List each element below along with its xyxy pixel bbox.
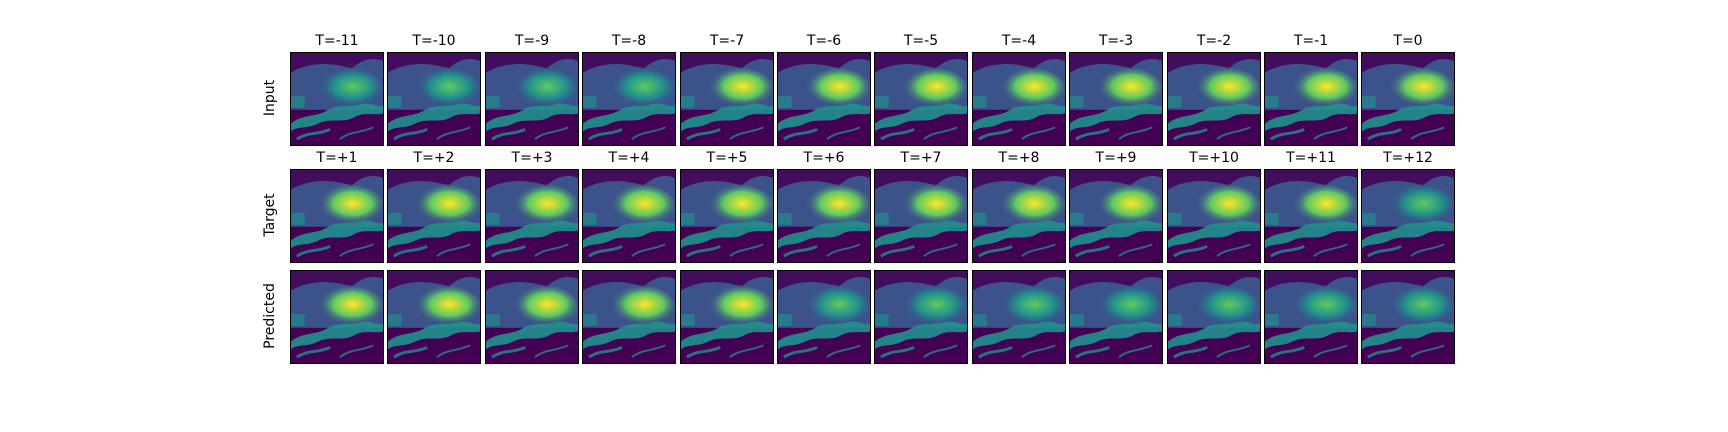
heatmap-tile	[1264, 169, 1358, 263]
heatmap-tile	[387, 52, 481, 146]
heatmap-tile	[1167, 270, 1261, 364]
heatmap-tile	[290, 52, 384, 146]
tile-title: T=+9	[1095, 150, 1137, 166]
tile-title: T=-5	[903, 33, 939, 49]
heatmap-tile	[1167, 169, 1261, 263]
heatmap-tile	[485, 52, 579, 146]
heatmap-tile	[874, 169, 968, 263]
row-label-target: Target	[262, 193, 278, 237]
heatmap-tile	[582, 270, 676, 364]
heatmap-tile	[387, 270, 481, 364]
tile-title: T=+10	[1189, 150, 1239, 166]
heatmap-tile	[874, 52, 968, 146]
tile-title: T=+12	[1383, 150, 1433, 166]
heatmap-tile	[1069, 52, 1163, 146]
heatmap-tile	[387, 169, 481, 263]
heatmap-tile	[972, 52, 1066, 146]
heatmap-tile	[777, 52, 871, 146]
heatmap-tile	[1264, 270, 1358, 364]
heatmap-tile	[1069, 169, 1163, 263]
tile-title: T=-1	[1293, 33, 1329, 49]
tile-title: T=-3	[1098, 33, 1134, 49]
heatmap-tile	[582, 52, 676, 146]
row-label-predicted: Predicted	[262, 283, 278, 349]
tile-title: T=+6	[803, 150, 845, 166]
heatmap-tile	[680, 270, 774, 364]
heatmap-tile	[680, 169, 774, 263]
heatmap-tile	[485, 270, 579, 364]
tile-title: T=-2	[1196, 33, 1232, 49]
tile-title: T=-6	[806, 33, 842, 49]
tile-title: T=+7	[900, 150, 942, 166]
tile-title: T=+1	[316, 150, 358, 166]
tile-title: T=+5	[706, 150, 748, 166]
heatmap-tile	[1167, 52, 1261, 146]
tile-title: T=+11	[1286, 150, 1336, 166]
heatmap-tile	[582, 169, 676, 263]
tile-title: T=+8	[998, 150, 1040, 166]
tile-title: T=-11	[315, 33, 359, 49]
heatmap-tile	[485, 169, 579, 263]
heatmap-tile	[972, 169, 1066, 263]
heatmap-tile	[972, 270, 1066, 364]
heatmap-tile	[1361, 270, 1455, 364]
heatmap-tile	[290, 169, 384, 263]
heatmap-tile	[777, 169, 871, 263]
tile-title: T=-10	[412, 33, 456, 49]
heatmap-tile	[1361, 169, 1455, 263]
heatmap-tile	[874, 270, 968, 364]
row-label-input: Input	[262, 79, 278, 117]
tile-title: T=+3	[511, 150, 553, 166]
heatmap-tile	[680, 52, 774, 146]
tile-title: T=-7	[709, 33, 745, 49]
heatmap-tile	[777, 270, 871, 364]
tile-title: T=-8	[611, 33, 647, 49]
heatmap-tile	[1069, 270, 1163, 364]
tile-title: T=+4	[608, 150, 650, 166]
tile-title: T=+2	[413, 150, 455, 166]
tile-title: T=-4	[1001, 33, 1037, 49]
tile-title: T=-9	[514, 33, 550, 49]
heatmap-tile	[1264, 52, 1358, 146]
tile-title: T=0	[1393, 33, 1423, 49]
heatmap-tile	[1361, 52, 1455, 146]
heatmap-tile	[290, 270, 384, 364]
